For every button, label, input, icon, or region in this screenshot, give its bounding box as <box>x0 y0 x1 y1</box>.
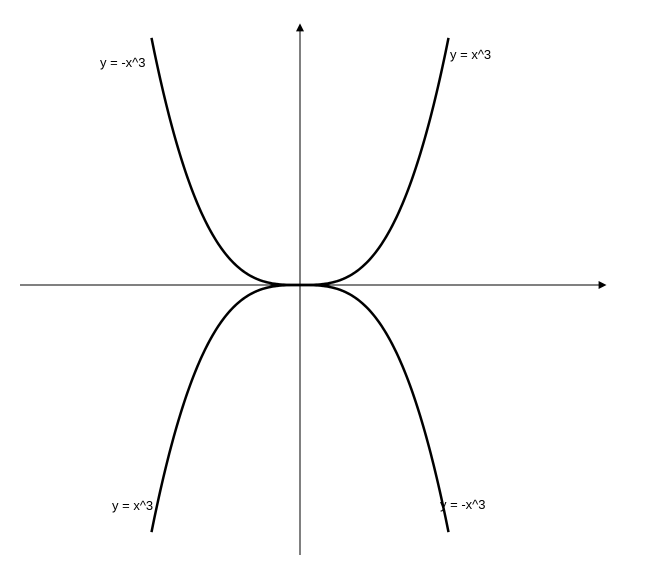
label-top-left: y = -x^3 <box>100 55 145 70</box>
label-top-right: y = x^3 <box>450 47 491 62</box>
label-bottom-left: y = x^3 <box>112 498 153 513</box>
label-bottom-right: y = -x^3 <box>440 497 485 512</box>
cubic-curves-plot <box>0 0 647 570</box>
